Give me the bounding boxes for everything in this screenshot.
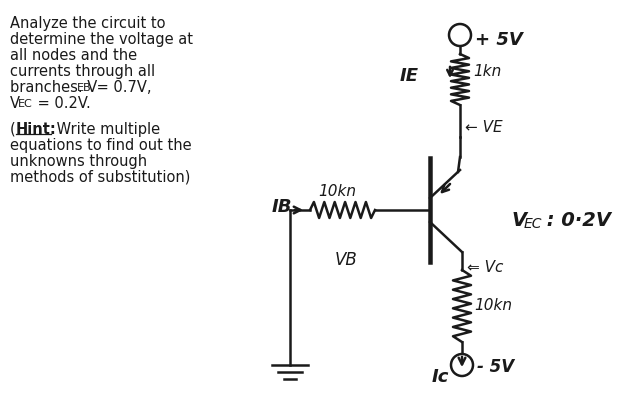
Text: 10kn: 10kn	[318, 185, 356, 199]
Text: unknowns through: unknowns through	[10, 154, 147, 169]
Text: ← VE: ← VE	[465, 119, 502, 135]
Text: currents through all: currents through all	[10, 64, 155, 79]
Text: ⇐ Vc: ⇐ Vc	[467, 259, 504, 275]
Text: + 5V: + 5V	[475, 31, 523, 49]
Text: V: V	[10, 96, 20, 111]
Text: = 0.7V,: = 0.7V,	[92, 80, 151, 95]
Text: EB: EB	[77, 83, 91, 93]
Text: IB: IB	[272, 198, 292, 216]
Text: : 0·2V: : 0·2V	[540, 211, 611, 230]
Text: determine the voltage at: determine the voltage at	[10, 32, 193, 47]
Text: (: (	[10, 122, 15, 137]
Text: IE: IE	[400, 67, 419, 85]
Text: all nodes and the: all nodes and the	[10, 48, 137, 63]
Text: Analyze the circuit to: Analyze the circuit to	[10, 16, 166, 31]
Text: EC: EC	[524, 217, 542, 231]
Text: equations to find out the: equations to find out the	[10, 138, 192, 153]
Text: EC: EC	[18, 99, 33, 109]
Text: = 0.2V.: = 0.2V.	[33, 96, 91, 111]
Text: branches. V: branches. V	[10, 80, 97, 95]
Text: methods of substitution): methods of substitution)	[10, 170, 191, 185]
Text: 10kn: 10kn	[474, 298, 512, 314]
Text: - 5V: - 5V	[477, 358, 514, 376]
Text: 1kn: 1kn	[473, 64, 501, 80]
Text: Write multiple: Write multiple	[52, 122, 160, 137]
Text: V: V	[512, 211, 527, 230]
Text: VB: VB	[335, 251, 358, 269]
Text: Hint:: Hint:	[16, 122, 57, 137]
Text: Ic: Ic	[432, 368, 450, 386]
